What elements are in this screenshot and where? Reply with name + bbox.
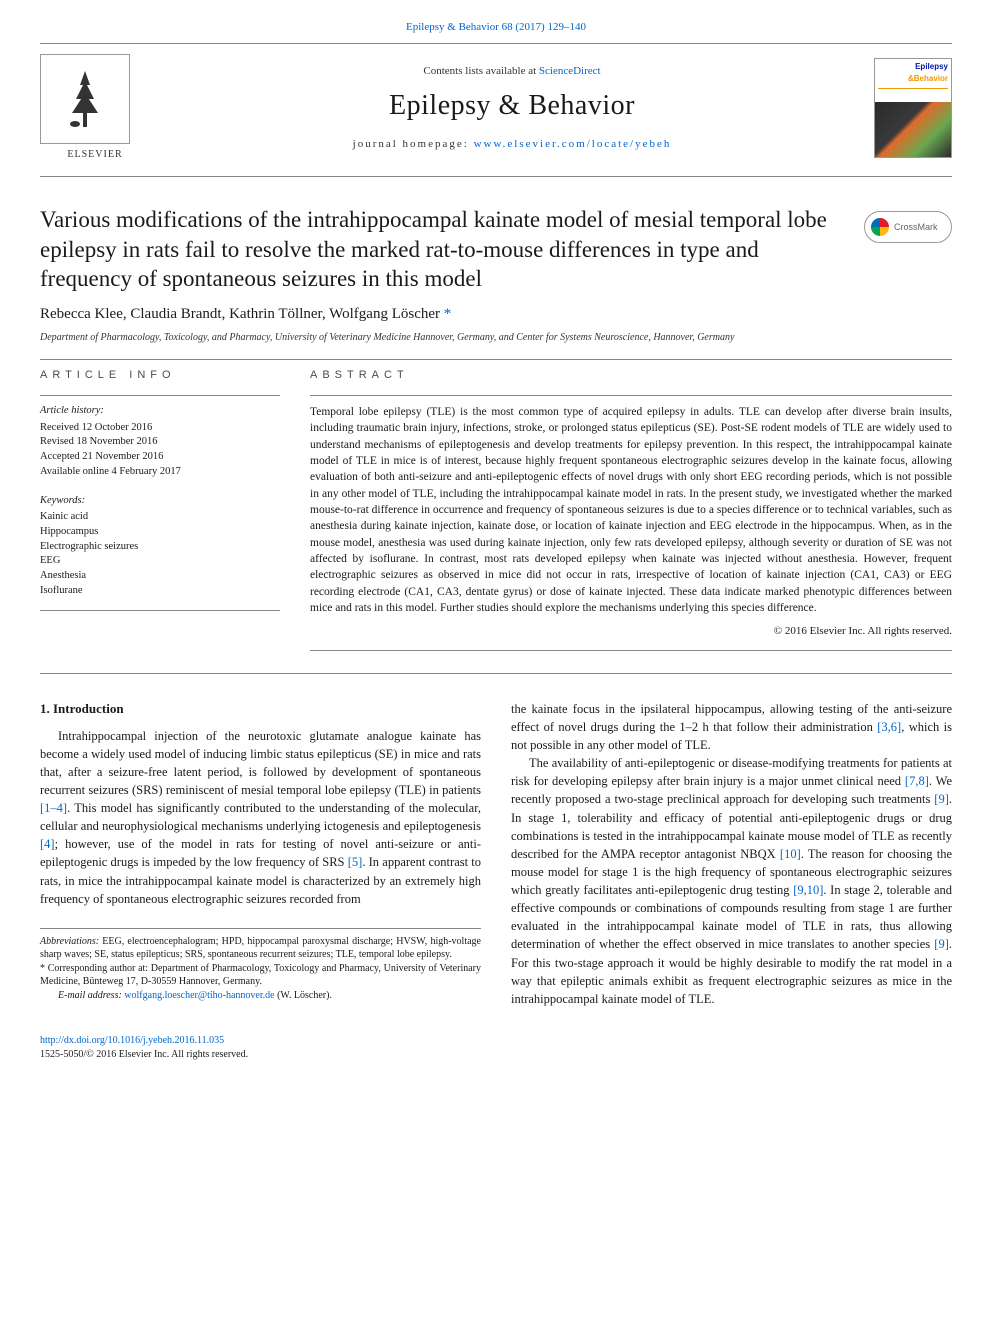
- history-item: Revised 18 November 2016: [40, 435, 280, 450]
- elsevier-wordmark: ELSEVIER: [40, 148, 150, 162]
- page-footer: http://dx.doi.org/10.1016/j.yebeh.2016.1…: [40, 1034, 952, 1062]
- journal-cover-thumb: Epilepsy&Behavior: [874, 58, 952, 158]
- copyright-line: © 2016 Elsevier Inc. All rights reserved…: [310, 624, 952, 639]
- doi-link[interactable]: http://dx.doi.org/10.1016/j.yebeh.2016.1…: [40, 1035, 224, 1046]
- journal-title: Epilepsy & Behavior: [150, 86, 874, 125]
- keyword: Kainic acid: [40, 510, 280, 525]
- elsevier-logo: [40, 54, 130, 144]
- elsevier-tree-icon: [60, 67, 110, 131]
- publisher-logo-block: ELSEVIER: [40, 54, 150, 162]
- email-link[interactable]: wolfgang.loescher@tiho-hannover.de: [124, 990, 274, 1001]
- history-item: Accepted 21 November 2016: [40, 450, 280, 465]
- header-center: Contents lists available at ScienceDirec…: [150, 64, 874, 152]
- body-text: . This model has significantly contribut…: [40, 801, 481, 833]
- abstract-block: ABSTRACT Temporal lobe epilepsy (TLE) is…: [310, 368, 952, 659]
- citation-link[interactable]: [1–4]: [40, 801, 67, 815]
- citation-link[interactable]: [9]: [934, 792, 949, 806]
- keywords-head: Keywords:: [40, 494, 280, 509]
- history-head: Article history:: [40, 404, 280, 419]
- crossmark-label: CrossMark: [894, 221, 938, 234]
- article-info-label: ARTICLE INFO: [40, 368, 280, 383]
- citation-link[interactable]: [10]: [780, 847, 801, 861]
- article-info-block: ARTICLE INFO Article history: Received 1…: [40, 368, 280, 659]
- keyword: Anesthesia: [40, 569, 280, 584]
- citation-link[interactable]: [5]: [348, 855, 363, 869]
- article-title: Various modifications of the intrahippoc…: [40, 205, 846, 293]
- keyword: Electrographic seizures: [40, 540, 280, 555]
- contents-prefix: Contents lists available at: [423, 65, 538, 77]
- email-label: E-mail address:: [58, 990, 124, 1001]
- homepage-prefix: journal homepage:: [353, 138, 474, 150]
- history-item: Received 12 October 2016: [40, 421, 280, 436]
- keyword: Isoflurane: [40, 584, 280, 599]
- keyword: Hippocampus: [40, 525, 280, 540]
- body-paragraph: the kainate focus in the ipsilateral hip…: [511, 700, 952, 754]
- authors-line: Rebecca Klee, Claudia Brandt, Kathrin Tö…: [40, 304, 952, 325]
- journal-homepage-link[interactable]: www.elsevier.com/locate/yebeh: [474, 138, 672, 150]
- crossmark-badge[interactable]: CrossMark: [864, 211, 952, 243]
- corr-text: Corresponding author at: Department of P…: [40, 963, 481, 988]
- footnotes-block: Abbreviations: EEG, electroencephalogram…: [40, 928, 481, 1003]
- citation-link[interactable]: [9,10]: [793, 883, 823, 897]
- abbreviations-line: Abbreviations: EEG, electroencephalogram…: [40, 935, 481, 962]
- keyword: EEG: [40, 554, 280, 569]
- email-suffix: (W. Löscher).: [275, 990, 332, 1001]
- body-paragraph: Intrahippocampal injection of the neurot…: [40, 727, 481, 908]
- cover-line2: &Behavior: [908, 74, 948, 83]
- citation-link[interactable]: [4]: [40, 837, 55, 851]
- body-text: The availability of anti-epileptogenic o…: [511, 756, 952, 788]
- body-text: Intrahippocampal injection of the neurot…: [40, 729, 481, 797]
- journal-header-band: ELSEVIER Contents lists available at Sci…: [40, 43, 952, 177]
- email-line: E-mail address: wolfgang.loescher@tiho-h…: [40, 989, 481, 1003]
- divider: [40, 359, 952, 360]
- citation-link[interactable]: [3,6]: [877, 720, 901, 734]
- authors-names: Rebecca Klee, Claudia Brandt, Kathrin Tö…: [40, 306, 444, 322]
- issn-copyright-line: 1525-5050/© 2016 Elsevier Inc. All right…: [40, 1048, 952, 1062]
- citation-link[interactable]: [9]: [934, 937, 949, 951]
- abstract-label: ABSTRACT: [310, 368, 952, 383]
- body-paragraph: The availability of anti-epileptogenic o…: [511, 754, 952, 1008]
- affiliation: Department of Pharmacology, Toxicology, …: [40, 331, 952, 345]
- abbr-text: EEG, electroencephalogram; HPD, hippocam…: [40, 936, 481, 961]
- cover-art-icon: [875, 102, 951, 157]
- crossmark-icon: [871, 218, 889, 236]
- abbr-label: Abbreviations:: [40, 936, 99, 947]
- history-item: Available online 4 February 2017: [40, 465, 280, 480]
- body-two-column: 1. Introduction Intrahippocampal injecti…: [40, 700, 952, 1008]
- corresponding-asterisk: *: [444, 306, 452, 322]
- section-heading-introduction: 1. Introduction: [40, 700, 481, 719]
- sciencedirect-link[interactable]: ScienceDirect: [539, 65, 601, 77]
- journal-homepage-line: journal homepage: www.elsevier.com/locat…: [150, 137, 874, 152]
- citation-link[interactable]: [7,8]: [905, 774, 929, 788]
- corresponding-author-line: * Corresponding author at: Department of…: [40, 962, 481, 989]
- cover-line1: Epilepsy: [915, 62, 948, 71]
- contents-available-line: Contents lists available at ScienceDirec…: [150, 64, 874, 79]
- abstract-text: Temporal lobe epilepsy (TLE) is the most…: [310, 404, 952, 616]
- journal-issue-link[interactable]: Epilepsy & Behavior 68 (2017) 129–140: [40, 20, 952, 35]
